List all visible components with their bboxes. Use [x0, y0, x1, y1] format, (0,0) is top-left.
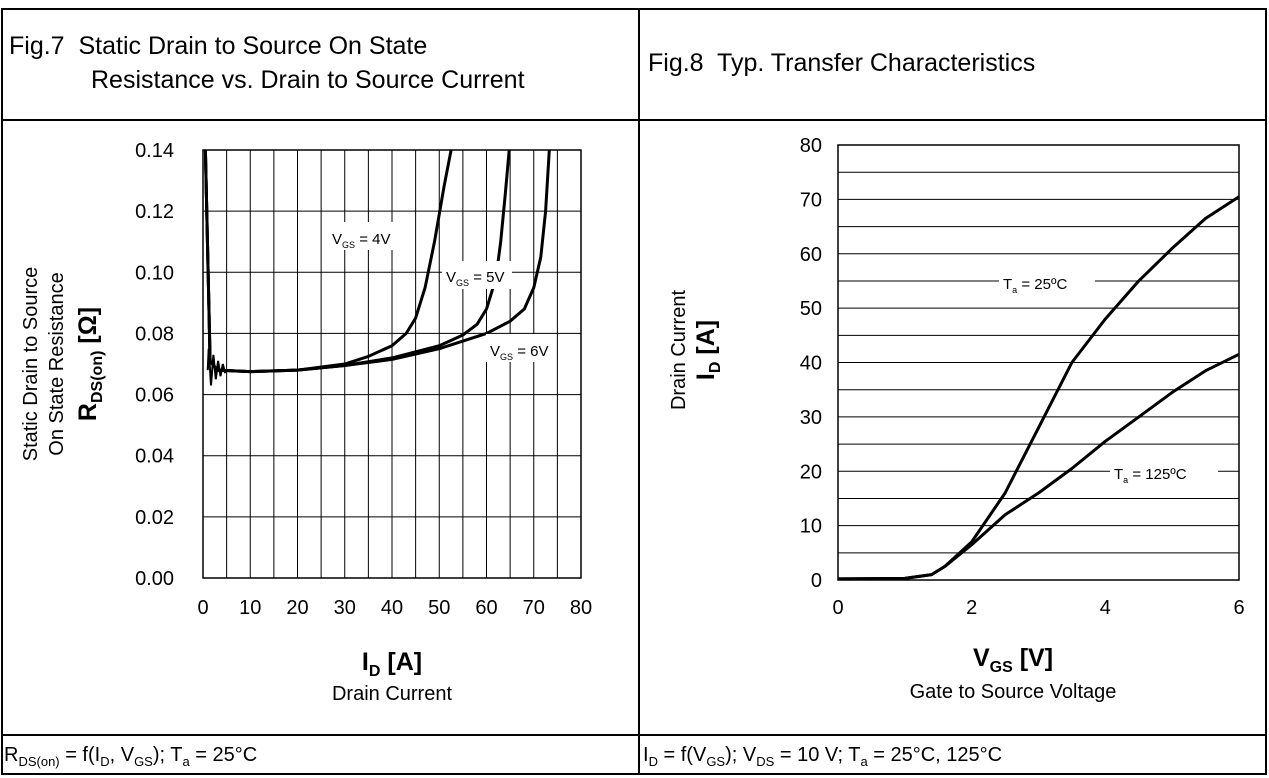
- x-axis-label: VGS [V]: [973, 644, 1053, 676]
- y-tick-label: 70: [800, 189, 822, 211]
- y-tick-label: 20: [800, 461, 822, 483]
- x-tick-label: 50: [428, 597, 450, 619]
- series-label-bg: [999, 268, 1095, 296]
- y-axis-description-line2: On State Resistance: [46, 272, 68, 455]
- footer-text: = f(V: [657, 744, 707, 766]
- y-tick-label: 0.10: [135, 262, 174, 284]
- series-noise: [206, 348, 227, 386]
- series-label-bg: [1110, 458, 1218, 486]
- x-tick-label: 4: [1100, 597, 1111, 619]
- footer-text: = f(I: [59, 744, 101, 766]
- series-label: VGS = 5V: [446, 269, 504, 288]
- y-tick-label: 10: [800, 516, 822, 538]
- fig8-title-text: Typ. Transfer Characteristics: [717, 49, 1036, 77]
- y-tick-label: 80: [800, 135, 822, 157]
- column-divider: [638, 8, 640, 775]
- y-tick-label: 0.08: [135, 323, 174, 345]
- fig7-title-line2: Resistance vs. Drain to Source Current: [91, 66, 525, 94]
- footer-text: , V: [109, 744, 135, 766]
- x-tick-label: 40: [381, 597, 403, 619]
- footer-text: = 25°C: [189, 744, 258, 766]
- y-tick-label: 0.00: [135, 568, 174, 590]
- fig8-footer-conditions: ID = f(VGS); VDS = 10 V; Ta = 25°C, 125°…: [643, 744, 1002, 769]
- footer-divider: [1, 734, 1267, 736]
- x-tick-label: 0: [832, 597, 843, 619]
- footer-sub: a: [860, 754, 868, 769]
- y-axis-label: ID [A]: [692, 320, 724, 380]
- series-label: VGS = 4V: [332, 231, 390, 250]
- y-axis-label: RDS(on) [Ω]: [74, 307, 106, 421]
- y-tick-label: 0: [811, 570, 822, 592]
- fig7-footer-conditions: RDS(on) = f(ID, VGS); Ta = 25°C: [4, 744, 257, 769]
- fig7-number: Fig.7: [9, 32, 65, 60]
- x-tick-label: 6: [1233, 597, 1244, 619]
- fig8-number: Fig.8: [648, 49, 704, 77]
- series-label: Ta = 125ºC: [1114, 466, 1187, 485]
- fig8-title: Fig.8 Typ. Transfer Characteristics: [648, 47, 1035, 80]
- footer-sub: D: [648, 754, 658, 769]
- footer-text: ); T: [152, 744, 183, 766]
- x-tick-label: 80: [570, 597, 592, 619]
- y-tick-label: 50: [800, 298, 822, 320]
- footer-text: ); V: [725, 744, 757, 766]
- footer-sub: GS: [706, 754, 726, 769]
- plot-area-border: [202, 149, 582, 579]
- x-tick-label: 20: [286, 597, 308, 619]
- series-label: Ta = 25ºC: [1003, 276, 1067, 295]
- y-axis-description-line1: Static Drain to Source: [20, 267, 42, 462]
- x-tick-label: 2: [966, 597, 977, 619]
- x-axis-description: Gate to Source Voltage: [910, 681, 1117, 703]
- y-tick-label: 0.14: [135, 140, 174, 162]
- y-tick-label: 0.12: [135, 201, 174, 223]
- series-label-bg: [486, 334, 556, 362]
- x-axis-description: Drain Current: [332, 683, 452, 705]
- footer-sub: GS: [134, 754, 153, 769]
- footer-text: = 25°C, 125°C: [867, 744, 1003, 766]
- y-axis-description: Drain Current: [668, 290, 690, 410]
- y-tick-label: 0.02: [135, 507, 174, 529]
- footer-sub: a: [182, 754, 190, 769]
- header-divider: [1, 119, 1267, 121]
- fig7-title-line1: Static Drain to Source On State: [78, 32, 428, 60]
- fig7-title: Fig.7 Static Drain to Source On State: [9, 30, 427, 63]
- footer-text: R: [4, 744, 19, 766]
- y-tick-label: 40: [800, 353, 822, 375]
- x-axis-label: ID [A]: [362, 648, 422, 680]
- series-label: VGS = 6V: [490, 343, 548, 362]
- y-tick-label: 30: [800, 407, 822, 429]
- x-tick-label: 60: [475, 597, 497, 619]
- footer-text: I: [643, 744, 649, 766]
- y-tick-label: 0.06: [135, 385, 174, 407]
- footer-sub: DS(on): [18, 754, 60, 769]
- x-tick-label: 30: [334, 597, 356, 619]
- footer-text: = 10 V; T: [774, 744, 861, 766]
- footer-sub: DS: [756, 754, 775, 769]
- x-tick-label: 10: [239, 597, 261, 619]
- plot-area-border: [837, 144, 1240, 581]
- x-tick-label: 0: [197, 597, 208, 619]
- x-tick-label: 70: [523, 597, 545, 619]
- datasheet-frame: [1, 8, 1267, 775]
- y-tick-label: 60: [800, 244, 822, 266]
- series-label-bg: [328, 222, 398, 250]
- series-line: [203, 149, 551, 374]
- series-line: [837, 352, 1240, 581]
- footer-sub: D: [100, 754, 110, 769]
- y-tick-label: 0.04: [135, 446, 174, 468]
- series-label-bg: [442, 261, 512, 289]
